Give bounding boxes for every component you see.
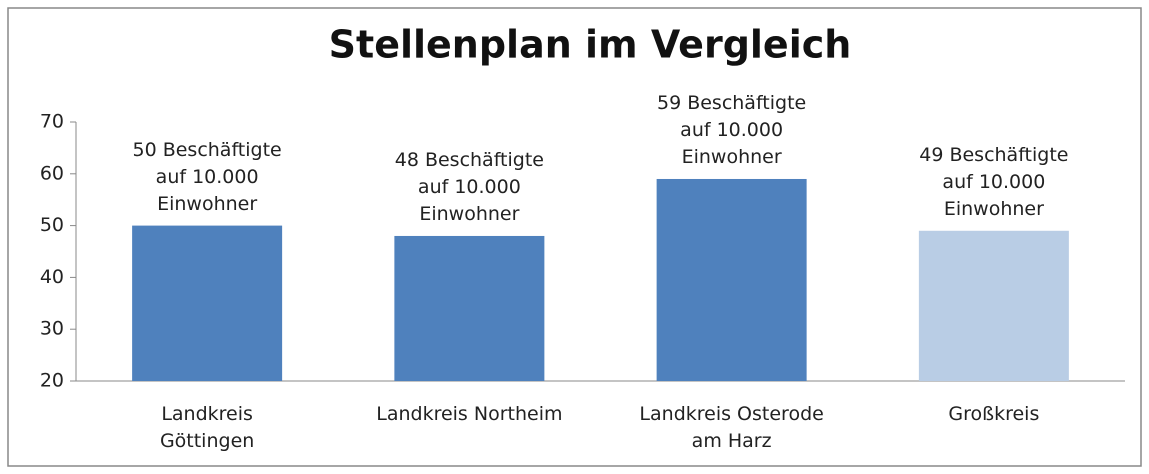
x-tick-label: Großkreis <box>948 403 1040 425</box>
y-tick-label: 50 <box>40 214 64 236</box>
data-label: 49 Beschäftigte auf 10.000 Einwohner <box>919 143 1069 220</box>
y-tick-label: 20 <box>40 370 64 392</box>
y-tick-label: 40 <box>40 266 64 288</box>
bar <box>394 235 545 381</box>
bar <box>656 178 807 381</box>
chart-title: Stellenplan im Vergleich <box>329 23 852 67</box>
bar <box>132 225 283 381</box>
x-tick-label: Landkreis Northeim <box>376 403 563 425</box>
x-tick-label: Landkreis Osterode am Harz <box>639 403 824 452</box>
y-tick-label: 30 <box>40 318 64 340</box>
y-tick-label: 60 <box>40 162 64 184</box>
data-label: 50 Beschäftigte auf 10.000 Einwohner <box>132 138 282 215</box>
data-label: 59 Beschäftigte auf 10.000 Einwohner <box>656 91 807 168</box>
bar <box>918 230 1069 381</box>
x-tick-label: Landkreis Göttingen <box>159 403 255 452</box>
y-tick-label: 70 <box>40 111 64 133</box>
data-label: 48 Beschäftigte auf 10.000 Einwohner <box>394 148 544 225</box>
